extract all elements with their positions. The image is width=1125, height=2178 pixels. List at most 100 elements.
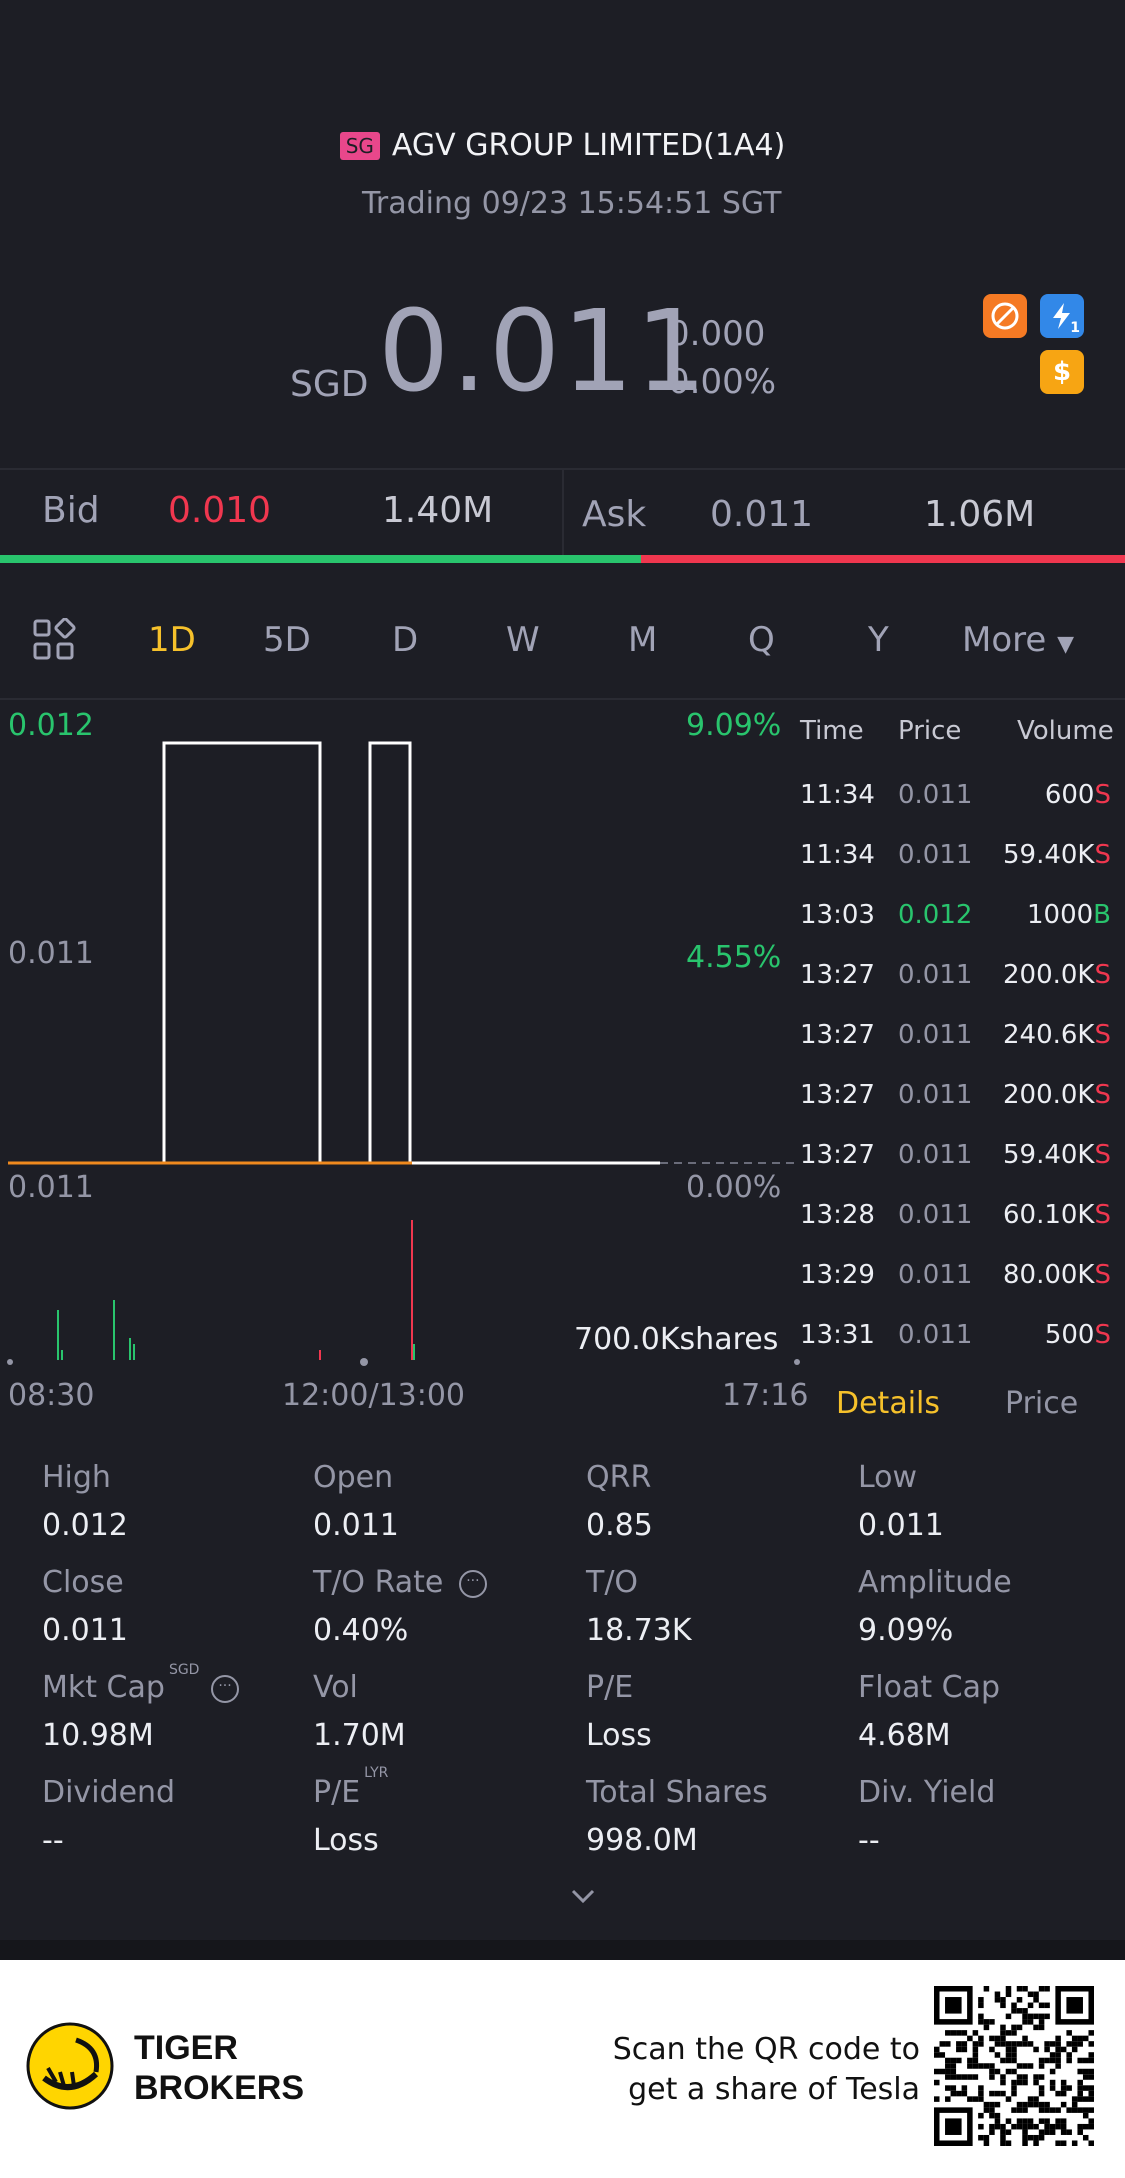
- trade-time: 13:29: [800, 1260, 875, 1290]
- tab-5d[interactable]: 5D: [263, 620, 311, 660]
- y-axis-high: 0.012: [8, 708, 94, 743]
- trade-volume: 240.6KS: [1003, 1020, 1111, 1050]
- stock-title: AGV GROUP LIMITED(1A4): [391, 128, 786, 163]
- tab-q[interactable]: Q: [748, 620, 775, 660]
- trade-volume: 200.0KS: [1003, 1080, 1111, 1110]
- high-value: 0.012: [42, 1508, 128, 1543]
- qr-code[interactable]: [934, 1986, 1094, 2146]
- stock-title-row: SG AGV GROUP LIMITED(1A4): [0, 128, 1125, 163]
- change-percent: 0.00%: [668, 362, 777, 402]
- bid-label: Bid: [42, 490, 100, 531]
- y-axis-high-pct: 9.09%: [686, 708, 782, 743]
- market-cap-currency: SGD: [168, 1662, 200, 1678]
- ask-strength-bar: [641, 555, 1125, 563]
- trade-side: S: [1094, 960, 1111, 990]
- brand-name: TIGER BROKERS: [134, 2028, 304, 2108]
- tab-m[interactable]: M: [628, 620, 658, 660]
- trade-volume-value: 80.00K: [1003, 1260, 1095, 1290]
- market-badge: SG: [339, 131, 380, 160]
- trade-time: 13:27: [800, 1080, 875, 1110]
- pe-lyr-value: Loss: [313, 1823, 379, 1858]
- trade-side: S: [1094, 1140, 1111, 1170]
- last-price: 0.011: [378, 287, 709, 417]
- trade-side: S: [1094, 1080, 1111, 1110]
- trade-price: 0.011: [898, 1020, 973, 1050]
- bid-ask-divider: [562, 470, 564, 556]
- trade-time: 11:34: [800, 840, 875, 870]
- trade-side: S: [1094, 1260, 1111, 1290]
- session-dot: [360, 1358, 368, 1366]
- trade-volume-value: 1000: [1026, 900, 1094, 930]
- grid-layout-icon[interactable]: [32, 617, 76, 666]
- trade-side: B: [1093, 900, 1111, 930]
- trade-volume: 500S: [1045, 1320, 1111, 1350]
- y-axis-mid: 0.011: [8, 936, 94, 971]
- x-axis-end: 17:16: [722, 1378, 809, 1413]
- market-cap-label: Mkt Cap SGD ···: [42, 1662, 239, 1705]
- brand-line-1: TIGER: [134, 2029, 238, 2067]
- dividend-label: Dividend: [42, 1775, 176, 1810]
- bid-size: 1.40M: [382, 490, 494, 531]
- dividend-value: --: [42, 1823, 64, 1858]
- float-cap-label: Float Cap: [858, 1670, 1001, 1705]
- trade-volume: 1000B: [1027, 900, 1111, 930]
- trade-time: 13:28: [800, 1200, 875, 1230]
- info-icon[interactable]: ···: [211, 1674, 239, 1703]
- trade-time: 13:27: [800, 1020, 875, 1050]
- ask-label: Ask: [582, 494, 647, 535]
- trade-price: 0.011: [898, 1200, 973, 1230]
- volume-stat-value: 1.70M: [313, 1718, 406, 1753]
- ask-price[interactable]: 0.011: [710, 494, 814, 535]
- flash-icon[interactable]: 1: [1040, 294, 1084, 338]
- tab-price[interactable]: Price: [1005, 1386, 1079, 1421]
- intraday-chart[interactable]: [0, 700, 800, 1400]
- pe-lyr-label-text: P/E: [313, 1775, 361, 1810]
- trade-side: S: [1094, 780, 1111, 810]
- trade-price: 0.011: [898, 1320, 973, 1350]
- trade-volume-value: 240.6K: [1003, 1020, 1095, 1050]
- turnover-value: 18.73K: [586, 1613, 692, 1648]
- expand-chevron-icon[interactable]: [570, 1886, 596, 1910]
- y-axis-mid-pct: 4.55%: [686, 940, 782, 975]
- tab-details[interactable]: Details: [836, 1386, 941, 1421]
- tab-w[interactable]: W: [506, 620, 540, 660]
- trade-volume-value: 59.40K: [1003, 840, 1095, 870]
- dollar-icon[interactable]: $: [1040, 350, 1084, 394]
- trade-price: 0.012: [898, 900, 973, 930]
- trades-header-volume: Volume: [1017, 716, 1114, 746]
- period-tabs: [0, 580, 1125, 700]
- tab-1d[interactable]: 1D: [148, 620, 196, 660]
- trade-volume-value: 500: [1044, 1320, 1095, 1350]
- ask-size: 1.06M: [924, 494, 1036, 535]
- close-value: 0.011: [42, 1613, 128, 1648]
- trade-volume: 59.40KS: [1003, 1140, 1111, 1170]
- qrr-value: 0.85: [586, 1508, 653, 1543]
- y-axis-low: 0.011: [8, 1170, 94, 1205]
- high-label: High: [42, 1460, 111, 1495]
- trade-volume: 60.10KS: [1003, 1200, 1111, 1230]
- bid-strength-bar: [0, 555, 641, 563]
- tab-y[interactable]: Y: [868, 620, 889, 660]
- trade-price: 0.011: [898, 1080, 973, 1110]
- price-change: 0.000 0.00%: [668, 310, 776, 406]
- flash-icon-count: 1: [1070, 320, 1080, 336]
- pe-label: P/E: [586, 1670, 634, 1705]
- market-cap-value: 10.98M: [42, 1718, 154, 1753]
- qrr-label: QRR: [586, 1460, 652, 1495]
- trade-side: S: [1094, 1320, 1111, 1350]
- tab-more[interactable]: More ▼: [962, 620, 1074, 660]
- trades-header-price: Price: [898, 716, 962, 746]
- tab-d[interactable]: D: [392, 620, 419, 660]
- session-dot: [794, 1359, 800, 1365]
- trade-side: S: [1094, 840, 1111, 870]
- promo-line-1: Scan the QR code to: [612, 2032, 920, 2067]
- trade-volume-value: 200.0K: [1003, 960, 1095, 990]
- info-icon[interactable]: ···: [458, 1569, 487, 1598]
- bid-price[interactable]: 0.010: [168, 490, 272, 531]
- volume-stat-label: Vol: [313, 1670, 358, 1705]
- turnover-rate-label: T/O Rate ···: [313, 1565, 487, 1600]
- total-shares-value: 998.0M: [586, 1823, 698, 1858]
- trade-price: 0.011: [898, 840, 973, 870]
- trade-side: S: [1094, 1020, 1111, 1050]
- no-short-icon[interactable]: [983, 294, 1027, 338]
